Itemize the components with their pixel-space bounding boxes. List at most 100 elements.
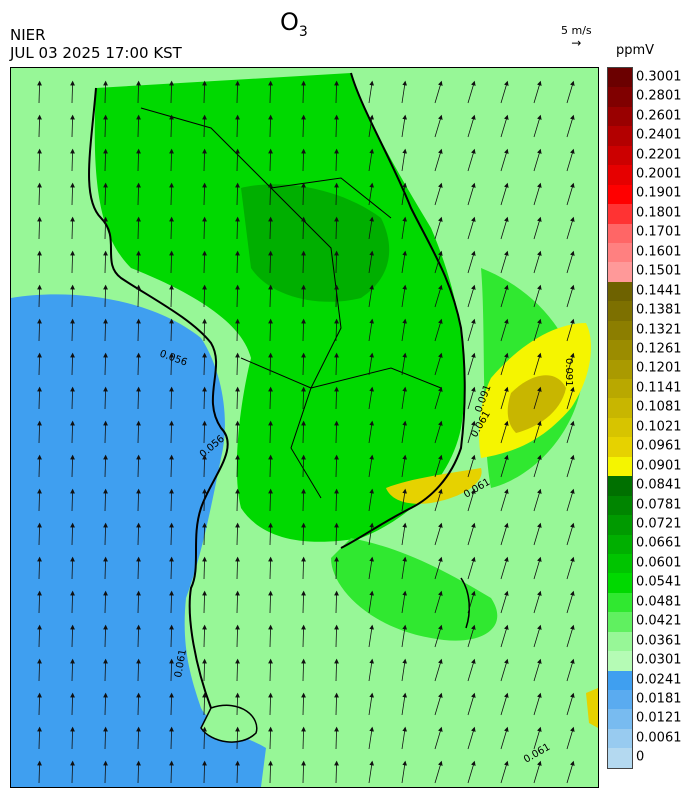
wind-vector-arrow xyxy=(434,182,443,206)
wind-vector-arrow xyxy=(235,556,240,580)
color-scale-label: 0.1381 xyxy=(636,302,682,318)
wind-vector-arrow xyxy=(434,250,443,274)
wind-vector-arrow xyxy=(566,658,575,682)
color-scale-label: 0.0181 xyxy=(636,691,682,707)
wind-vector-arrow xyxy=(500,352,509,376)
wind-vector-arrow xyxy=(136,658,141,682)
map-title: O3 xyxy=(280,8,308,40)
wind-vector-arrow xyxy=(368,522,375,546)
wind-vector-arrow xyxy=(500,420,509,444)
wind-vector-arrow xyxy=(334,590,339,614)
color-scale-swatch xyxy=(608,456,632,477)
coastal-ozone-plume xyxy=(386,468,482,504)
wind-vector-arrow xyxy=(368,692,375,716)
wind-vector-arrow xyxy=(500,454,509,478)
color-scale-swatch xyxy=(608,126,632,146)
wind-vector-arrow xyxy=(268,182,273,206)
wind-vector-arrow xyxy=(235,352,240,376)
color-scale-label: 0.1601 xyxy=(636,244,682,260)
wind-vector-arrow xyxy=(434,318,443,342)
color-scale-label: 0.1701 xyxy=(636,224,682,240)
wind-vector-arrow xyxy=(500,726,509,750)
color-scale-swatch xyxy=(608,223,632,243)
wind-vector-arrow xyxy=(301,522,306,546)
wind-vector-arrow xyxy=(103,556,108,580)
wind-vector-arrow xyxy=(401,522,408,546)
wind-vector-arrow xyxy=(533,556,542,580)
wind-vector-arrow xyxy=(70,556,75,580)
wind-vector-arrow xyxy=(401,114,408,138)
wind-vector-arrow xyxy=(70,284,75,308)
wind-vector-arrow xyxy=(268,624,273,648)
wind-vector-arrow xyxy=(334,658,339,682)
wind-vector-arrow xyxy=(235,726,240,750)
wind-vector-arrow xyxy=(301,284,306,308)
wind-vector-arrow xyxy=(533,522,542,546)
wind-vector-arrow xyxy=(37,148,42,172)
wind-vector-arrow xyxy=(301,250,306,274)
wind-vector-arrow xyxy=(533,182,542,206)
color-scale-label: 0.0061 xyxy=(636,730,682,746)
wind-vector-arrow xyxy=(268,386,273,410)
wind-vectors xyxy=(37,80,575,784)
wind-vector-arrow xyxy=(533,114,542,138)
color-scale-swatch xyxy=(608,534,632,554)
wind-vector-arrow xyxy=(37,556,42,580)
wind-vector-arrow xyxy=(268,726,273,750)
wind-vector-arrow xyxy=(169,658,174,682)
color-scale-swatch xyxy=(608,592,632,613)
wind-vector-arrow xyxy=(434,488,443,512)
wind-vector-arrow xyxy=(467,80,476,104)
wind-vector-arrow xyxy=(434,658,443,682)
wind-vector-arrow xyxy=(434,352,443,376)
wind-vector-arrow xyxy=(136,624,141,648)
wind-vector-arrow xyxy=(334,556,339,580)
color-scale-label: 0.2601 xyxy=(636,108,682,124)
wind-vector-arrow xyxy=(37,488,42,512)
wind-vector-arrow xyxy=(37,658,42,682)
color-scale-label: 0.0541 xyxy=(636,574,682,590)
color-scale-swatch xyxy=(608,573,632,593)
wind-vector-arrow xyxy=(202,386,207,410)
wind-vector-arrow xyxy=(235,250,240,274)
color-scale-label: 0.0361 xyxy=(636,633,682,649)
wind-vector-arrow xyxy=(434,522,443,546)
wind-vector-arrow xyxy=(301,148,306,172)
wind-reference-arrow-icon: → xyxy=(571,36,582,50)
wind-vector-arrow xyxy=(235,216,240,240)
wind-vector-arrow xyxy=(467,386,476,410)
wind-vector-arrow xyxy=(103,522,108,546)
wind-vector-arrow xyxy=(401,148,408,172)
wind-vector-arrow xyxy=(368,284,375,308)
wind-vector-arrow xyxy=(169,590,174,614)
wind-vector-arrow xyxy=(202,556,207,580)
wind-vector-arrow xyxy=(37,726,42,750)
wind-vector-arrow xyxy=(467,488,476,512)
wind-vector-arrow xyxy=(434,624,443,648)
color-scale-swatch xyxy=(608,145,632,166)
wind-vector-arrow xyxy=(202,420,207,444)
wind-vector-arrow xyxy=(136,726,141,750)
wind-vector-arrow xyxy=(301,114,306,138)
wind-vector-arrow xyxy=(136,250,141,274)
wind-vector-arrow xyxy=(235,522,240,546)
wind-vector-arrow xyxy=(334,488,339,512)
wind-vector-arrow xyxy=(136,454,141,478)
wind-vector-arrow xyxy=(434,386,443,410)
wind-vector-arrow xyxy=(368,250,375,274)
wind-vector-arrow xyxy=(467,658,476,682)
wind-vector-arrow xyxy=(136,760,141,784)
wind-vector-arrow xyxy=(566,556,575,580)
wind-vector-arrow xyxy=(202,216,207,240)
color-scale-swatch xyxy=(608,728,632,749)
wind-vector-arrow xyxy=(202,318,207,342)
wind-vector-arrow xyxy=(268,692,273,716)
wind-vector-arrow xyxy=(136,692,141,716)
wind-vector-arrow xyxy=(268,522,273,546)
wind-vector-arrow xyxy=(103,420,108,444)
color-scale-label: 0.2201 xyxy=(636,147,682,162)
wind-vector-arrow xyxy=(268,216,273,240)
wind-vector-arrow xyxy=(566,386,575,410)
wind-vector-arrow xyxy=(70,488,75,512)
contour-label: 0.061 xyxy=(173,648,189,678)
